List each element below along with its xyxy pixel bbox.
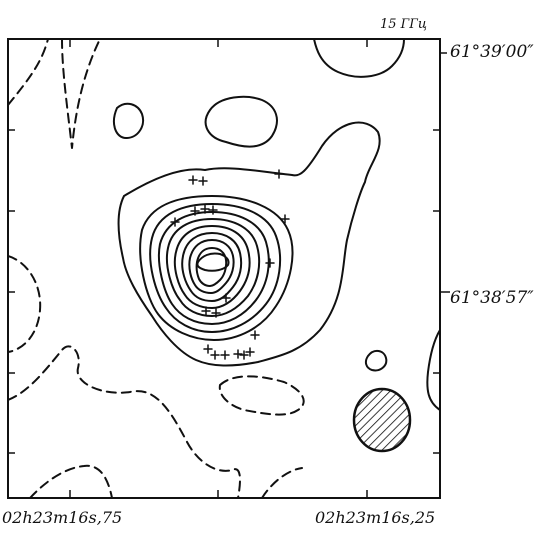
right-ascension-label-right: 02h23m16s,25 (315, 508, 436, 527)
axis-ticks (8, 39, 450, 498)
right-ascension-label-left: 02h23m16s,75 (2, 508, 123, 527)
negative-contours (8, 39, 305, 498)
declination-label-top: 61°39′00″ (450, 42, 534, 62)
positive-contours (113, 39, 440, 411)
declination-label-middle: 61°38′57″ (450, 288, 534, 308)
component-markers (170, 169, 290, 360)
map-frame (7, 38, 441, 499)
beam-ellipse (352, 387, 412, 453)
frequency-label: 15 ГГц (380, 17, 427, 32)
